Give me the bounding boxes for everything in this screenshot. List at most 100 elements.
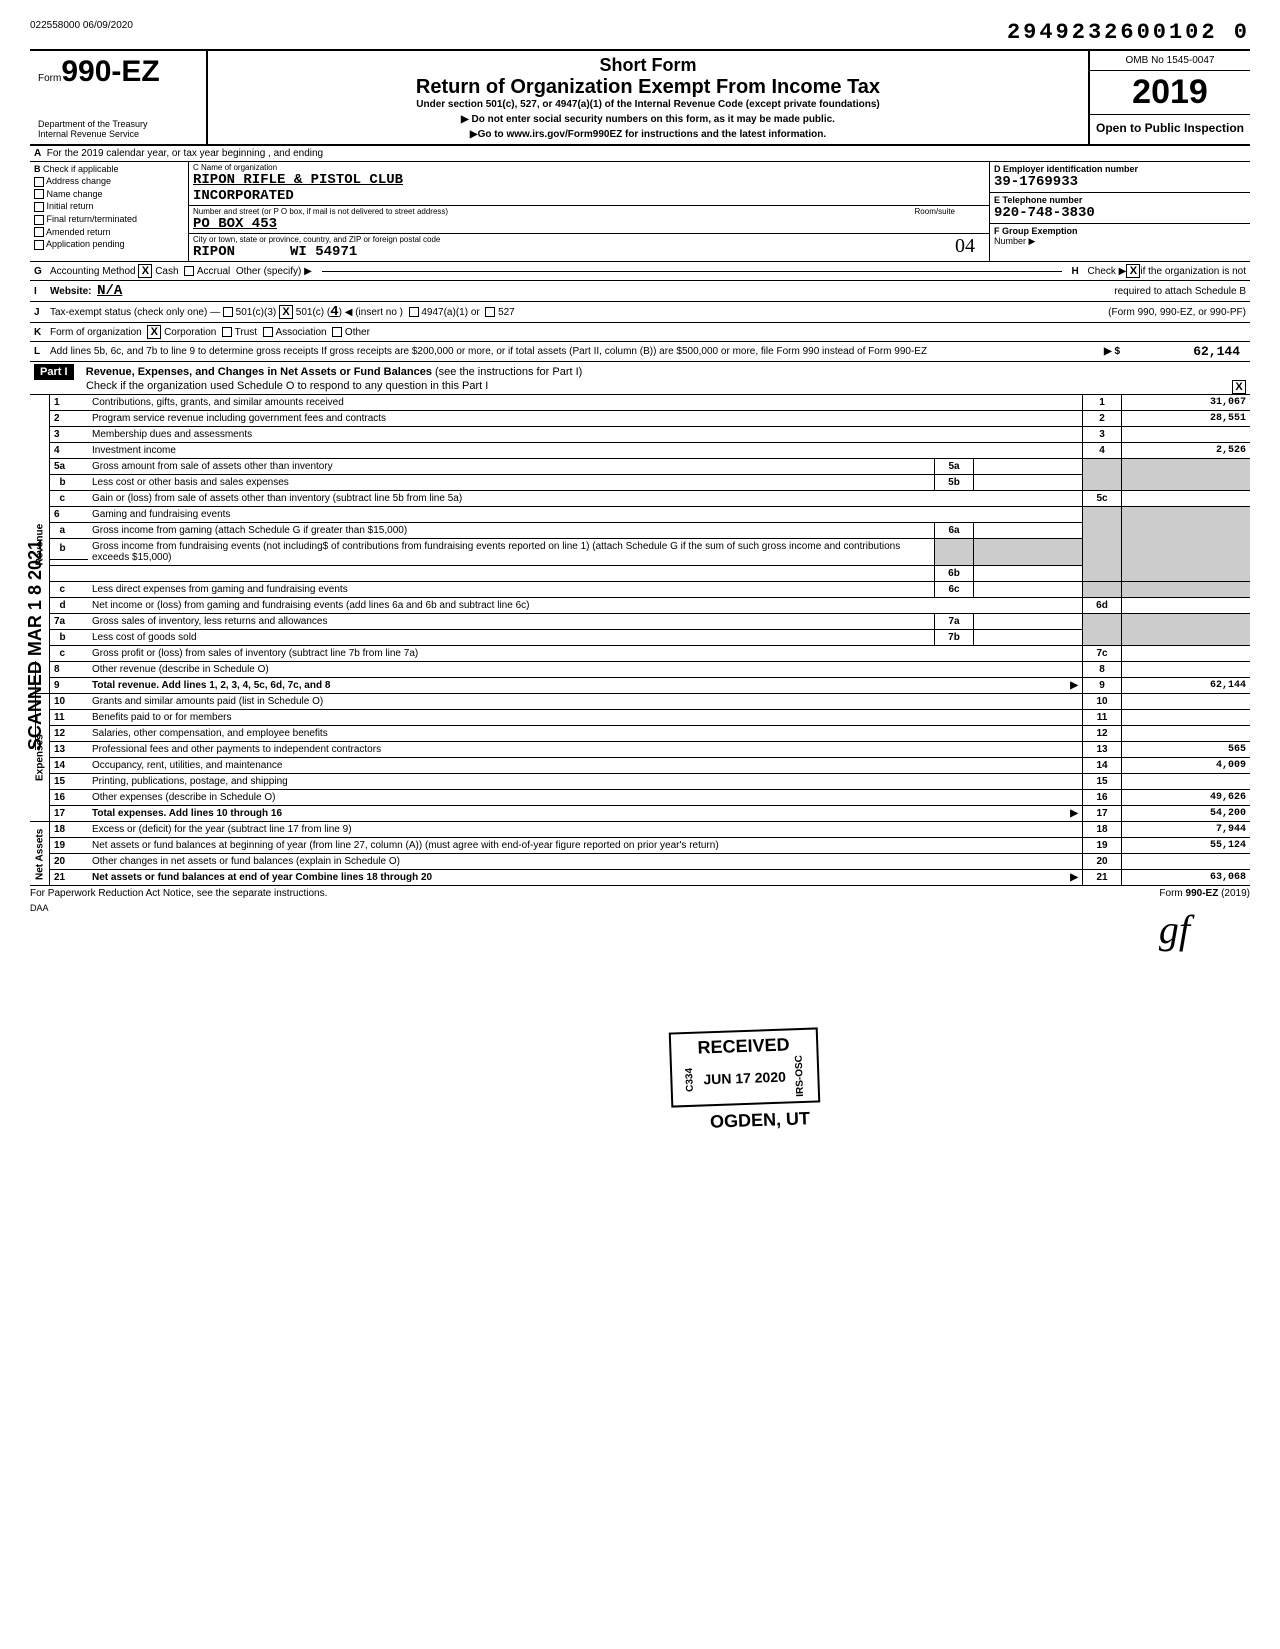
table-row: 11Benefits paid to or for members11 xyxy=(30,710,1250,726)
line-h-text: if the organization is not xyxy=(1140,266,1246,277)
form-number: 990-EZ xyxy=(61,55,159,88)
d-label: D Employer identification number xyxy=(994,164,1138,174)
amount-12 xyxy=(1122,726,1251,742)
table-row: Expenses 10Grants and similar amounts pa… xyxy=(30,694,1250,710)
table-row: 21Net assets or fund balances at end of … xyxy=(30,870,1250,886)
ein-value: 39-1769933 xyxy=(994,174,1246,190)
org-name-1: RIPON RIFLE & PISTOL CLUB xyxy=(193,172,985,188)
barcode-number: 2949232600102 0 xyxy=(1007,20,1250,45)
website-label: Website: xyxy=(50,286,92,297)
table-row: cGross profit or (loss) from sales of in… xyxy=(30,646,1250,662)
checkbox-name-change[interactable] xyxy=(34,189,44,199)
table-row: 5aGross amount from sale of assets other… xyxy=(30,459,1250,475)
table-row: cGain or (loss) from sale of assets othe… xyxy=(30,491,1250,507)
insert-no: 4 xyxy=(330,304,338,320)
state-zip-value: WI 54971 xyxy=(290,244,357,260)
amount-3 xyxy=(1122,427,1251,443)
line-g-label: Accounting Method xyxy=(50,266,136,277)
line-l-text: Add lines 5b, 6c, and 7b to line 9 to de… xyxy=(50,346,1104,357)
amount-21: 63,068 xyxy=(1122,870,1251,886)
handwritten-04: 04 xyxy=(955,235,975,260)
checkbox-other[interactable] xyxy=(332,327,342,337)
daa-label: DAA xyxy=(30,903,1250,913)
checkbox-h[interactable]: X xyxy=(1126,264,1140,278)
amount-18: 7,944 xyxy=(1122,822,1251,838)
part1-label: Part I xyxy=(34,364,74,380)
doc-id: 022558000 06/09/2020 xyxy=(30,20,133,31)
checkbox-501c[interactable]: X xyxy=(279,305,293,319)
checkbox-corp[interactable]: X xyxy=(147,325,161,339)
checkbox-pending[interactable] xyxy=(34,240,44,250)
amount-10 xyxy=(1122,694,1251,710)
amount-14: 4,009 xyxy=(1122,758,1251,774)
table-row: Revenue 1Contributions, gifts, grants, a… xyxy=(30,395,1250,411)
checkbox-accrual[interactable] xyxy=(184,266,194,276)
table-row: Net Assets 18Excess or (deficit) for the… xyxy=(30,822,1250,838)
main-title: Return of Organization Exempt From Incom… xyxy=(218,76,1078,99)
line-k-label: Form of organization xyxy=(50,327,142,338)
checkbox-assoc[interactable] xyxy=(263,327,273,337)
net-assets-label: Net Assets xyxy=(30,822,50,886)
table-row: 6Gaming and fundraising events xyxy=(30,507,1250,523)
amount-17: 54,200 xyxy=(1122,806,1251,822)
table-row: 2Program service revenue including gover… xyxy=(30,411,1250,427)
line-h-text3: (Form 990, 990-EZ, or 990-PF) xyxy=(1108,307,1246,318)
room-suite-label: Room/suite xyxy=(915,207,985,232)
table-row: 4Investment income42,526 xyxy=(30,443,1250,459)
table-row: bLess cost of goods sold7b xyxy=(30,630,1250,646)
org-name-2: INCORPORATED xyxy=(193,188,985,204)
street-label: Number and street (or P O box, if mail i… xyxy=(193,207,915,216)
table-row: bGross income from fundraising events (n… xyxy=(30,539,1250,560)
amount-6d xyxy=(1122,598,1251,614)
amount-8 xyxy=(1122,662,1251,678)
line-l-amount: 62,144 xyxy=(1120,344,1246,359)
table-row: 8Other revenue (describe in Schedule O)8 xyxy=(30,662,1250,678)
checkbox-cash[interactable]: X xyxy=(138,264,152,278)
website-value: N/A xyxy=(97,283,122,299)
amount-15 xyxy=(1122,774,1251,790)
line-j-label: Tax-exempt status (check only one) — xyxy=(50,307,220,318)
checkbox-501c3[interactable] xyxy=(223,307,233,317)
ogden-stamp: OGDEN, UT xyxy=(710,1108,811,1132)
checkbox-amended[interactable] xyxy=(34,227,44,237)
ssn-warning: ▶ Do not enter social security numbers o… xyxy=(218,114,1078,125)
table-row: 9Total revenue. Add lines 1, 2, 3, 4, 5c… xyxy=(30,678,1250,694)
checkbox-final[interactable] xyxy=(34,215,44,225)
table-row: 20Other changes in net assets or fund ba… xyxy=(30,854,1250,870)
table-row: 13Professional fees and other payments t… xyxy=(30,742,1250,758)
table-row: 14Occupancy, rent, utilities, and mainte… xyxy=(30,758,1250,774)
checkbox-column: B Check if applicable Address change Nam… xyxy=(30,162,189,261)
table-row: bLess cost or other basis and sales expe… xyxy=(30,475,1250,491)
amount-19: 55,124 xyxy=(1122,838,1251,854)
org-name-label: C Name of organization xyxy=(193,163,985,172)
table-row: 7aGross sales of inventory, less returns… xyxy=(30,614,1250,630)
goto-url: ▶Go to www.irs.gov/Form990EZ for instruc… xyxy=(218,129,1078,140)
city-label: City or town, state or province, country… xyxy=(193,235,955,244)
short-form-title: Short Form xyxy=(218,55,1078,76)
checkbox-initial[interactable] xyxy=(34,202,44,212)
checkbox-addr-change[interactable] xyxy=(34,177,44,187)
checkbox-527[interactable] xyxy=(485,307,495,317)
street-value: PO BOX 453 xyxy=(193,216,277,232)
table-row: 17Total expenses. Add lines 10 through 1… xyxy=(30,806,1250,822)
table-row: cLess direct expenses from gaming and fu… xyxy=(30,582,1250,598)
table-row: 6b xyxy=(30,566,1250,582)
omb-number: OMB No 1545-0047 xyxy=(1090,51,1250,71)
amount-9: 62,144 xyxy=(1122,678,1251,694)
checkbox-schedule-o[interactable]: X xyxy=(1232,380,1246,394)
amount-11 xyxy=(1122,710,1251,726)
amount-4: 2,526 xyxy=(1122,443,1251,459)
f-label: F Group Exemption xyxy=(994,226,1078,236)
e-label: E Telephone number xyxy=(994,195,1082,205)
checkbox-trust[interactable] xyxy=(222,327,232,337)
dept-irs: Internal Revenue Service xyxy=(38,130,198,140)
amount-20 xyxy=(1122,854,1251,870)
checkbox-4947[interactable] xyxy=(409,307,419,317)
table-row: 16Other expenses (describe in Schedule O… xyxy=(30,790,1250,806)
form-header: Form990-EZ Department of the Treasury In… xyxy=(30,49,1250,146)
table-row: aGross income from gaming (attach Schedu… xyxy=(30,523,1250,539)
part1-title: Revenue, Expenses, and Changes in Net As… xyxy=(86,366,432,378)
expenses-label: Expenses xyxy=(30,694,50,822)
table-row: dNet income or (loss) from gaming and fu… xyxy=(30,598,1250,614)
table-row: 19Net assets or fund balances at beginni… xyxy=(30,838,1250,854)
